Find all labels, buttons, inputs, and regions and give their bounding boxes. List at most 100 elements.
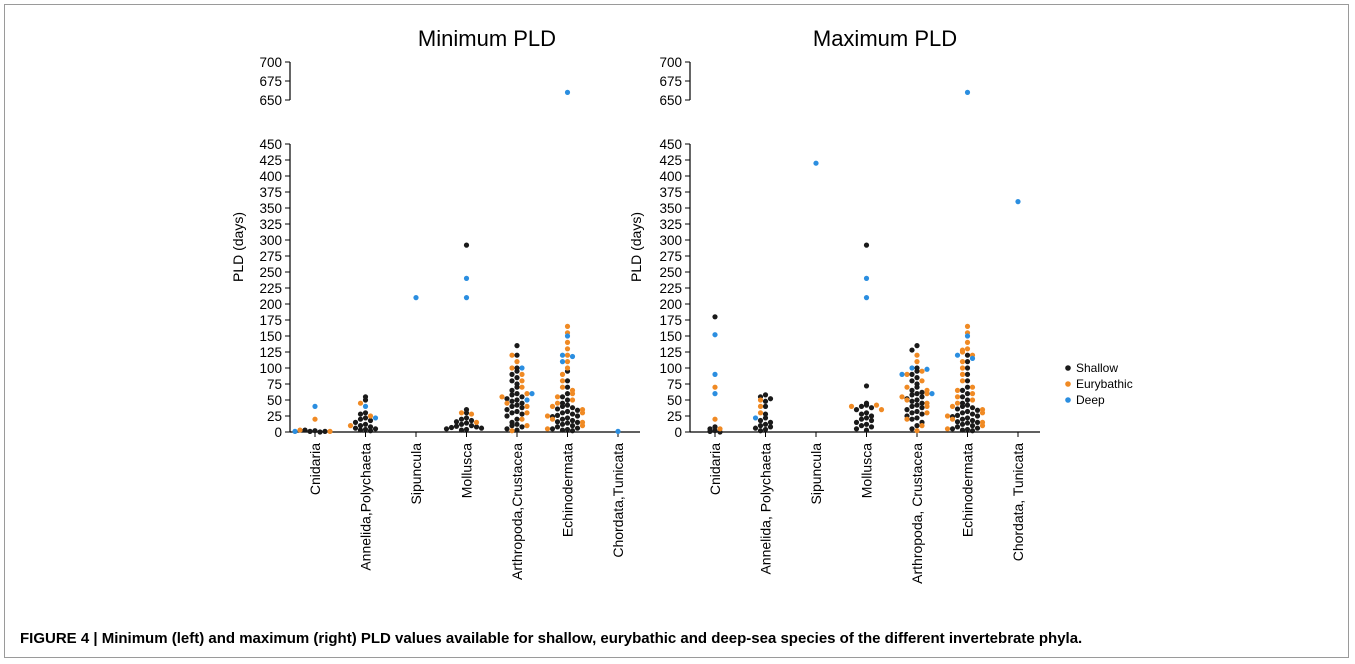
data-point-shallow [853, 419, 860, 425]
data-point-shallow [463, 242, 470, 248]
data-point-shallow [362, 397, 369, 403]
data-point-eurybathic [524, 391, 530, 397]
data-point-deep [564, 89, 571, 95]
data-point-eurybathic [904, 416, 910, 422]
data-point-shallow [559, 394, 566, 400]
data-point-deep [712, 332, 718, 338]
data-point-deep [519, 365, 525, 371]
data-point-shallow [322, 428, 328, 434]
data-point-shallow [458, 421, 465, 427]
data-point-shallow [712, 314, 718, 320]
data-point-shallow [964, 402, 971, 408]
data-point-shallow [367, 424, 374, 430]
data-point-shallow [863, 421, 870, 427]
data-point-shallow [564, 402, 571, 408]
y-tick-label: 75 [267, 377, 282, 392]
data-point-shallow [357, 427, 364, 433]
data-point-shallow [707, 428, 713, 434]
data-point-shallow [959, 403, 966, 409]
data-point-shallow [569, 405, 576, 411]
data-point-eurybathic [357, 400, 364, 406]
data-point-shallow [969, 411, 976, 417]
data-point-shallow [372, 426, 379, 432]
data-point-eurybathic [549, 416, 556, 422]
y-tick-label: 375 [659, 185, 682, 200]
data-point-shallow [914, 423, 920, 429]
data-point-eurybathic [979, 423, 986, 429]
x-tick-label: Cnidaria [707, 443, 723, 495]
data-point-shallow [954, 412, 961, 418]
data-point-deep [924, 366, 930, 372]
data-point-shallow [504, 396, 510, 402]
data-point-eurybathic [848, 403, 855, 409]
legend-label-deep: Deep [1076, 393, 1105, 407]
x-tick-label: Cnidaria [307, 443, 323, 495]
data-point-shallow [712, 424, 718, 430]
data-point-shallow [362, 415, 369, 421]
data-point-eurybathic [524, 403, 530, 409]
data-point-shallow [919, 389, 925, 395]
data-point-shallow [362, 410, 369, 416]
data-point-eurybathic [458, 410, 465, 416]
figure-caption: FIGURE 4 | Minimum (left) and maximum (r… [20, 630, 1083, 647]
data-point-shallow [868, 417, 875, 424]
y-tick-label: 200 [259, 297, 282, 312]
data-point-eurybathic [959, 371, 966, 377]
data-point-shallow [443, 426, 450, 432]
data-point-deep [929, 391, 935, 397]
data-point-shallow [514, 343, 520, 349]
data-point-eurybathic [954, 387, 961, 393]
data-point-shallow [767, 419, 774, 425]
data-point-shallow [904, 407, 910, 413]
data-point-shallow [959, 421, 966, 427]
data-point-shallow [307, 428, 313, 434]
data-point-eurybathic [569, 397, 576, 403]
data-point-eurybathic [559, 378, 566, 384]
data-point-shallow [514, 352, 520, 358]
data-point-shallow [574, 407, 581, 413]
data-point-shallow [909, 347, 915, 353]
data-point-shallow [757, 428, 764, 434]
data-point-shallow [514, 391, 520, 397]
data-point-eurybathic [712, 416, 718, 422]
data-point-eurybathic [924, 403, 930, 409]
data-point-shallow [554, 424, 561, 430]
data-point-shallow [964, 365, 971, 371]
data-point-deep [712, 391, 718, 397]
data-point-shallow [458, 427, 465, 433]
data-point-shallow [554, 406, 561, 412]
data-point-eurybathic [914, 359, 920, 365]
data-point-shallow [357, 411, 364, 417]
data-point-eurybathic [878, 407, 885, 413]
data-point-shallow [569, 417, 576, 424]
data-point-eurybathic [564, 339, 571, 345]
data-point-shallow [514, 416, 520, 422]
chart-panel-minimum: Minimum PLD 02550751001251501752002252502… [230, 26, 640, 580]
data-point-shallow [752, 425, 759, 431]
data-point-shallow [969, 405, 976, 411]
data-point-shallow [519, 400, 525, 406]
figure-frame [4, 4, 1349, 658]
data-point-shallow [964, 371, 971, 377]
data-point-eurybathic [964, 339, 971, 345]
data-point-shallow [959, 410, 966, 416]
y-tick-label: 325 [259, 217, 282, 232]
data-point-eurybathic [944, 413, 951, 419]
data-point-shallow [504, 426, 510, 432]
data-point-eurybathic [964, 323, 971, 329]
y-tick-label: 150 [659, 329, 682, 344]
legend-label-shallow: Shallow [1076, 361, 1118, 375]
data-point-eurybathic [954, 400, 961, 406]
data-point-shallow [519, 405, 525, 411]
x-tick-label: Annelida,Polychaeta [358, 443, 374, 571]
data-point-deep [615, 428, 621, 434]
data-point-shallow [964, 426, 971, 433]
data-point-shallow [509, 387, 515, 393]
legend: Shallow Eurybathic Deep [1065, 361, 1133, 407]
data-point-eurybathic [757, 410, 764, 416]
y-tick-label: 650 [659, 93, 682, 108]
data-point-eurybathic [519, 384, 525, 390]
data-point-shallow [762, 415, 769, 421]
data-point-eurybathic [347, 423, 354, 429]
data-point-shallow [458, 416, 465, 422]
